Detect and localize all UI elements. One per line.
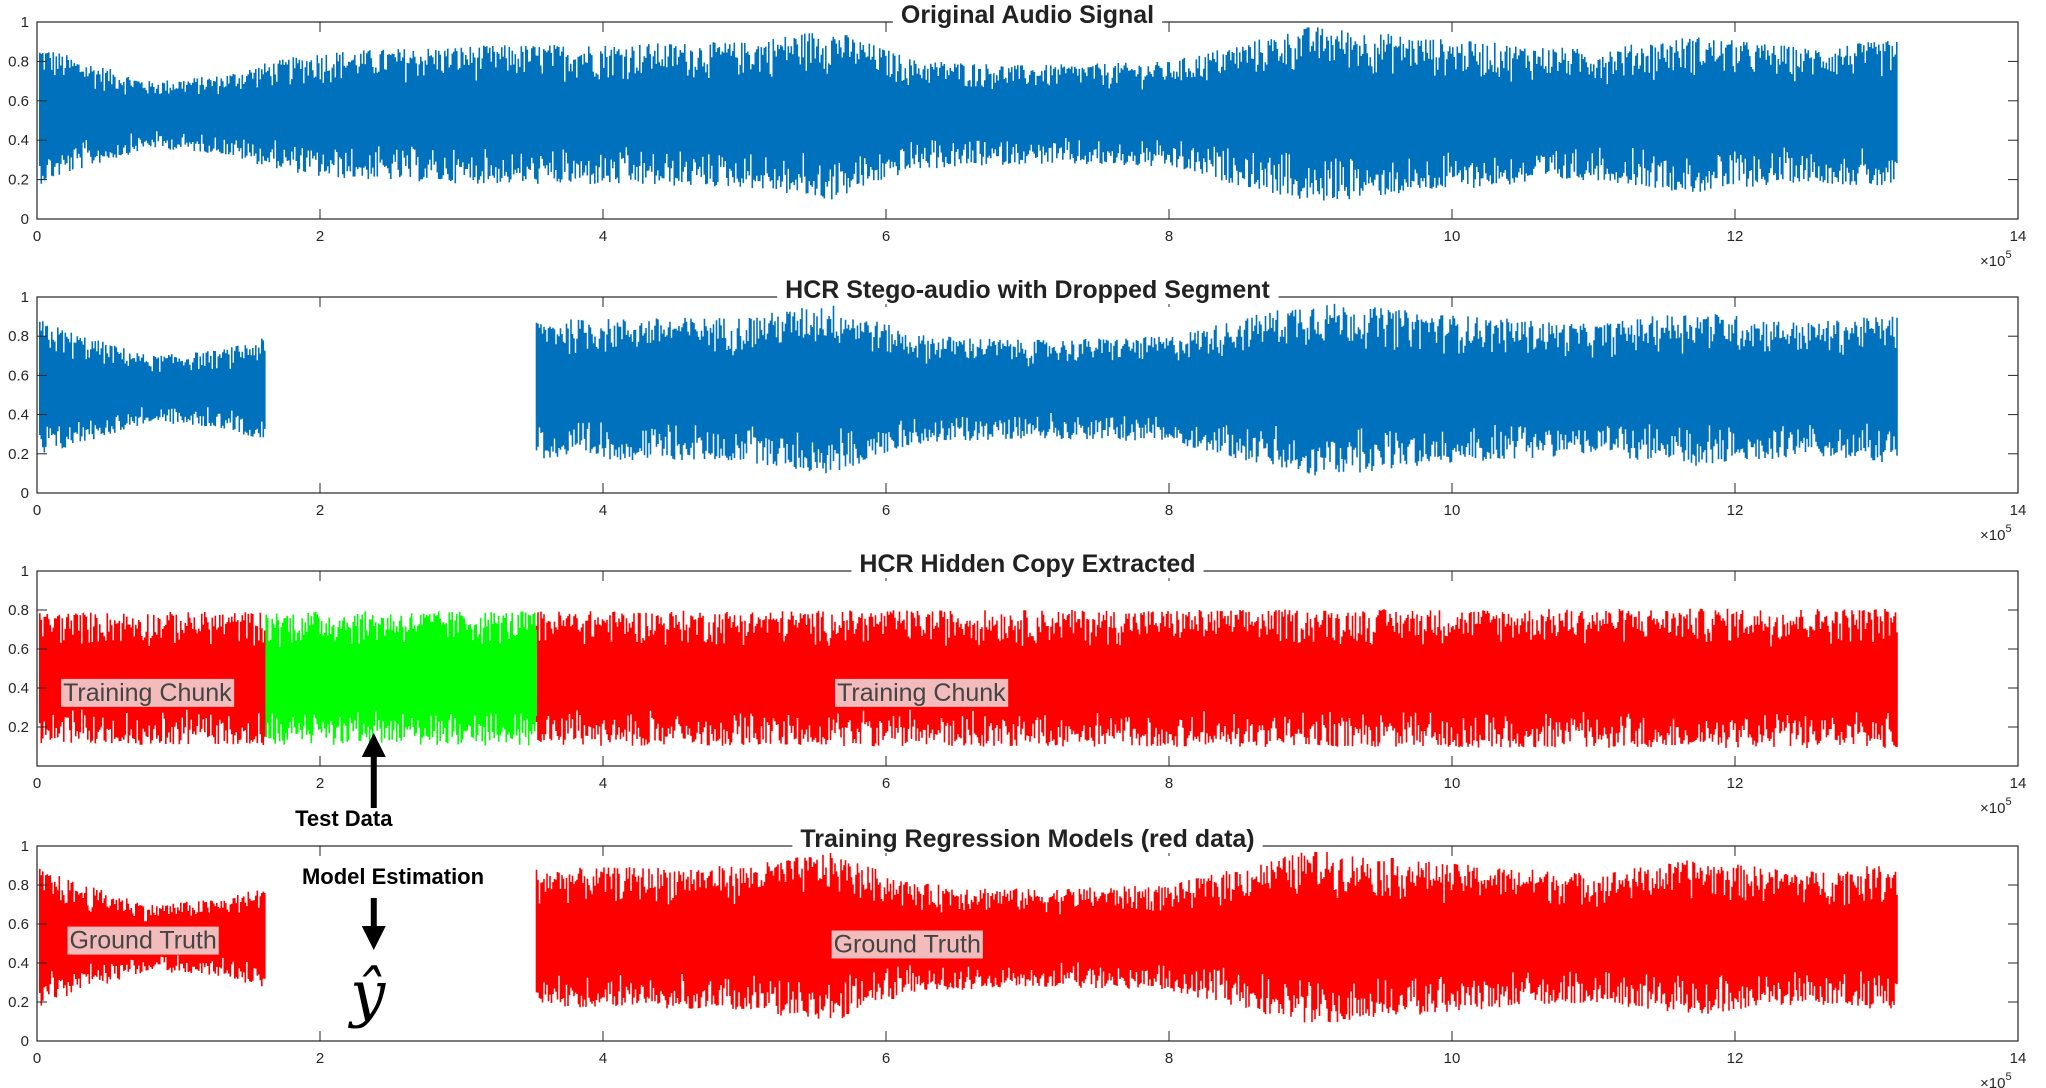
x-tick-label: 2 bbox=[316, 775, 324, 792]
x-tick-label: 4 bbox=[599, 1050, 607, 1067]
signal-series-1-segment-1 bbox=[39, 27, 1898, 201]
chart-panel-3: 0 2 4 6 8 10 12 14 0.2 0.4 0.6 0.8 1 ×105 HCR Hidden C… bbox=[8, 548, 2026, 817]
y-tick-label: 1 bbox=[21, 838, 29, 855]
y-tick-label: 1 bbox=[21, 14, 29, 31]
x-tick-label: 8 bbox=[1165, 228, 1173, 245]
y-tick-label: 0.4 bbox=[8, 680, 29, 697]
x-tick-label: 4 bbox=[599, 775, 607, 792]
x-tick-label: 10 bbox=[1444, 775, 1461, 792]
y-tick-label: 0.4 bbox=[8, 407, 29, 424]
y-tick-label: 1 bbox=[21, 563, 29, 580]
y-tick-label: 0 bbox=[21, 211, 29, 228]
x-tick-label: 8 bbox=[1165, 502, 1173, 519]
y-tick-label: 0.4 bbox=[8, 132, 29, 149]
x-exponent-label: ×105 bbox=[1980, 249, 2012, 270]
x-tick-label: 14 bbox=[2010, 502, 2027, 519]
segment-label-background bbox=[61, 678, 235, 707]
y-tick-label: 0.6 bbox=[8, 641, 29, 658]
x-tick-label: 0 bbox=[33, 502, 41, 519]
y-tick-label: 1 bbox=[21, 289, 29, 306]
x-tick-label: 2 bbox=[316, 502, 324, 519]
x-tick-label: 8 bbox=[1165, 1050, 1173, 1067]
y-tick-label: 0.8 bbox=[8, 877, 29, 894]
y-tick-label: 0.8 bbox=[8, 602, 29, 619]
chart-title-background bbox=[851, 548, 1204, 578]
x-tick-label: 10 bbox=[1444, 502, 1461, 519]
x-tick-label: 6 bbox=[882, 502, 890, 519]
x-tick-label: 4 bbox=[599, 502, 607, 519]
x-tick-label: 4 bbox=[599, 228, 607, 245]
chart-panel-4: 0 2 4 6 8 10 12 14 0 0.2 0.4 0.6 0.8 1 ×105 Training Re… bbox=[8, 823, 2026, 1088]
x-tick-label: 0 bbox=[33, 1050, 41, 1067]
y-tick-label: 0.6 bbox=[8, 916, 29, 933]
signal-series-1-segment-1 bbox=[39, 321, 266, 453]
model-estimation-label: Model Estimation bbox=[302, 864, 484, 889]
x-tick-label: 14 bbox=[2010, 228, 2027, 245]
segment-label-background bbox=[67, 926, 219, 955]
y-tick-label: 0.2 bbox=[8, 446, 29, 463]
x-tick-label: 0 bbox=[33, 775, 41, 792]
y-tick-label: 0.2 bbox=[8, 719, 29, 736]
y-tick-label: 0 bbox=[21, 485, 29, 502]
x-tick-label: 2 bbox=[316, 1050, 324, 1067]
y-tick-label: 0.2 bbox=[8, 994, 29, 1011]
x-tick-label: 2 bbox=[316, 228, 324, 245]
chart-title-background bbox=[792, 823, 1263, 853]
estimate-symbol: ŷ bbox=[347, 957, 386, 1030]
y-tick-label: 0.8 bbox=[8, 53, 29, 70]
segment-label: Training Chunk bbox=[837, 679, 1006, 707]
segment-label-background bbox=[835, 678, 1009, 707]
chart-title: Training Regression Models (red data) bbox=[800, 825, 1254, 853]
x-tick-label: 12 bbox=[1727, 228, 1744, 245]
y-tick-label: 0.6 bbox=[8, 367, 29, 384]
x-exponent-label: ×105 bbox=[1980, 796, 2012, 817]
chart-title: HCR Hidden Copy Extracted bbox=[859, 550, 1195, 578]
segment-label: Training Chunk bbox=[63, 679, 232, 707]
segment-label: Ground Truth bbox=[69, 927, 216, 955]
x-tick-label: 8 bbox=[1165, 775, 1173, 792]
x-tick-label: 6 bbox=[882, 775, 890, 792]
x-exponent-label: ×105 bbox=[1980, 523, 2012, 544]
segment-label: Ground Truth bbox=[834, 931, 981, 959]
y-tick-label: 0.6 bbox=[8, 93, 29, 110]
chart-title-background bbox=[892, 0, 1163, 29]
x-tick-label: 0 bbox=[33, 228, 41, 245]
x-tick-label: 6 bbox=[882, 228, 890, 245]
chart-panel-2: 0 2 4 6 8 10 12 14 0 0.2 0.4 0.6 0.8 1 ×105 HCR Stego-a… bbox=[8, 274, 2026, 544]
x-tick-label: 10 bbox=[1444, 1050, 1461, 1067]
chart-title-background bbox=[777, 274, 1279, 304]
x-tick-label: 10 bbox=[1444, 228, 1461, 245]
y-tick-label: 0.4 bbox=[8, 955, 29, 972]
x-exponent-label: ×105 bbox=[1980, 1071, 2012, 1088]
signal-series-1-segment-2 bbox=[535, 303, 1898, 476]
x-tick-label: 12 bbox=[1727, 502, 1744, 519]
x-tick-label: 14 bbox=[2010, 1050, 2027, 1067]
x-tick-label: 6 bbox=[882, 1050, 890, 1067]
test-data-label: Test Data bbox=[295, 806, 393, 831]
y-tick-label: 0.8 bbox=[8, 328, 29, 345]
x-tick-label: 14 bbox=[2010, 775, 2027, 792]
x-tick-label: 12 bbox=[1727, 1050, 1744, 1067]
chart-title: HCR Stego-audio with Dropped Segment bbox=[785, 276, 1270, 304]
y-tick-label: 0 bbox=[21, 1033, 29, 1050]
x-tick-label: 12 bbox=[1727, 775, 1744, 792]
y-tick-label: 0.2 bbox=[8, 172, 29, 189]
chart-title: Original Audio Signal bbox=[901, 1, 1154, 29]
signal-series-2-segment-1 bbox=[265, 611, 537, 746]
segment-label-background bbox=[831, 930, 983, 959]
chart-panel-1: 0 2 4 6 8 10 12 14 0 0.2 0.4 0.6 0.8 1 ×105 Original Au… bbox=[8, 0, 2026, 270]
